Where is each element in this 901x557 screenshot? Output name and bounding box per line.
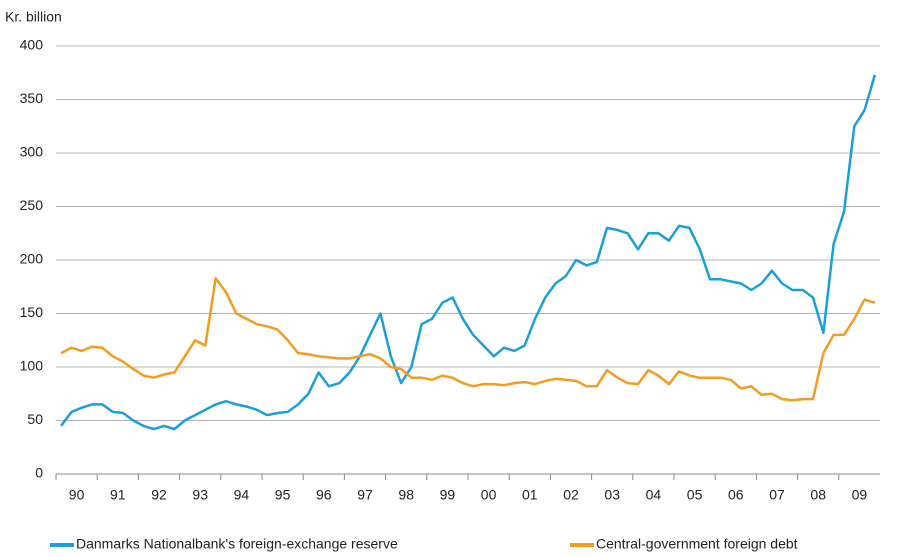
x-tick-label: 00 — [481, 487, 497, 503]
x-tick-label: 05 — [687, 487, 703, 503]
y-tick-label: 350 — [20, 90, 44, 106]
series-line — [60, 74, 877, 431]
x-tick-label: 98 — [398, 487, 414, 503]
x-tick-label: 06 — [728, 487, 744, 503]
x-tick-label: 96 — [316, 487, 332, 503]
x-tick-label: 99 — [440, 487, 456, 503]
x-tick-label: 91 — [110, 487, 126, 503]
x-tick-label: 97 — [357, 487, 373, 503]
y-tick-label: 400 — [20, 37, 44, 53]
x-tick-label: 09 — [852, 487, 868, 503]
legend-label: Danmarks Nationalbank's foreign-exchange… — [76, 536, 398, 552]
y-tick-label: 250 — [20, 197, 44, 213]
x-tick-label: 92 — [151, 487, 167, 503]
y-tick-label: 300 — [20, 144, 44, 160]
legend-label: Central-government foreign debt — [596, 536, 798, 552]
x-tick-label: 02 — [563, 487, 579, 503]
y-tick-label: 150 — [20, 304, 44, 320]
x-tick-label: 94 — [234, 487, 250, 503]
y-tick-label: 0 — [35, 465, 43, 481]
x-tick-label: 01 — [522, 487, 538, 503]
x-tick-label: 90 — [69, 487, 85, 503]
y-tick-label: 50 — [27, 411, 43, 427]
x-tick-label: 93 — [192, 487, 208, 503]
y-tick-label: 100 — [20, 358, 44, 374]
x-tick-label: 07 — [769, 487, 785, 503]
x-tick-label: 03 — [604, 487, 620, 503]
x-tick-label: 04 — [646, 487, 662, 503]
x-tick-label: 08 — [810, 487, 826, 503]
x-tick-label: 95 — [275, 487, 291, 503]
y-axis-label: Kr. billion — [5, 9, 62, 25]
series-line — [60, 276, 876, 402]
y-tick-label: 200 — [20, 251, 44, 267]
